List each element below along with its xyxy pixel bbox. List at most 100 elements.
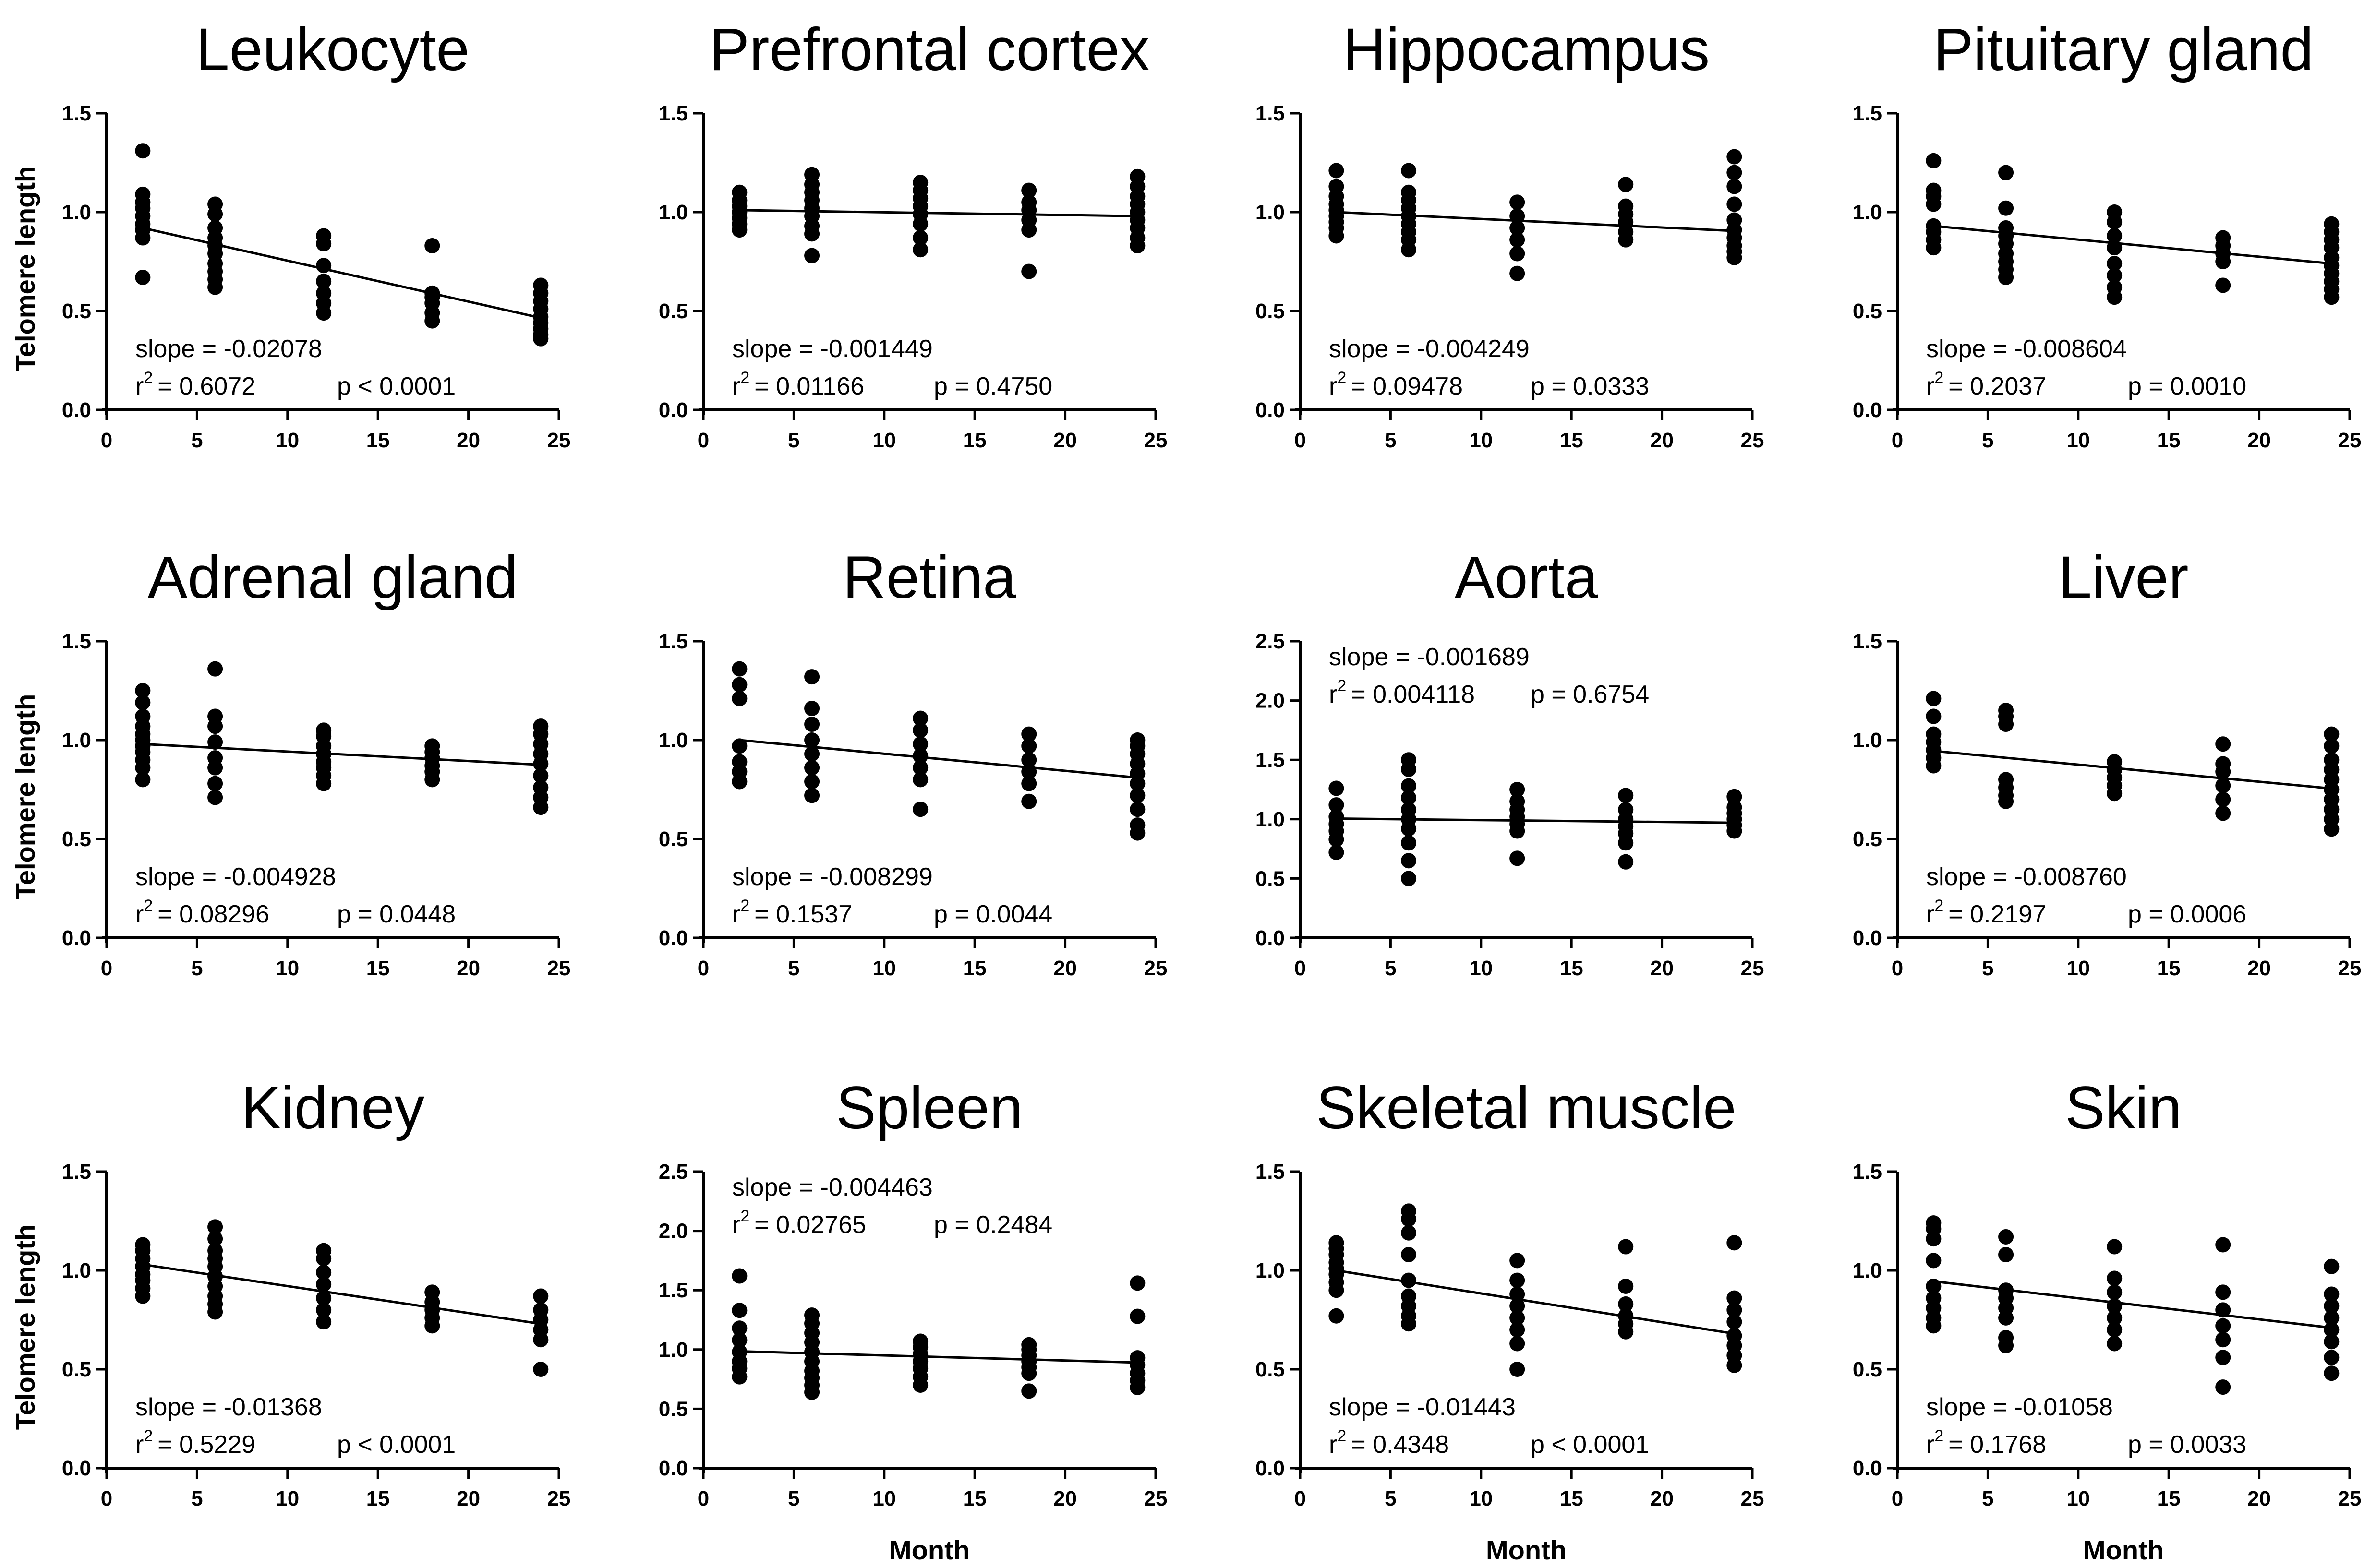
- panel-title: Adrenal gland: [147, 544, 518, 611]
- data-point: [316, 722, 332, 738]
- data-point: [2107, 279, 2123, 295]
- data-point: [2107, 754, 2123, 770]
- data-point: [1021, 1337, 1037, 1353]
- superscript-two: 2: [144, 1427, 153, 1445]
- data-point: [2215, 1318, 2231, 1334]
- x-tick-label: 20: [2247, 429, 2271, 452]
- data-point: [1618, 1296, 1634, 1312]
- x-tick-label: 15: [1560, 429, 1583, 452]
- y-axis-label: Telomere length: [10, 1224, 40, 1430]
- regression-line: [739, 209, 1138, 217]
- data-point: [1401, 1225, 1417, 1241]
- x-tick-label: 10: [276, 957, 299, 980]
- x-tick-label: 15: [366, 957, 390, 980]
- data-point: [1328, 1235, 1344, 1251]
- panel-title: Pituitary gland: [1933, 16, 2314, 83]
- data-point: [913, 722, 929, 738]
- data-point: [207, 1243, 223, 1258]
- r-squared-value: = 0.09478: [1351, 372, 1463, 400]
- data-point: [1021, 263, 1037, 279]
- y-tick-label: 0.5: [659, 299, 688, 323]
- slope-annotation: slope = -0.001449: [732, 335, 933, 363]
- data-point: [1509, 1298, 1525, 1314]
- slope-annotation: slope = -0.008299: [732, 863, 933, 891]
- slope-annotation: slope = -0.01443: [1329, 1393, 1516, 1421]
- y-tick-label: 1.0: [659, 1338, 688, 1362]
- data-point: [732, 691, 748, 706]
- r-squared-annotation: r2 = 0.08296: [135, 897, 269, 928]
- data-point: [1998, 165, 2014, 180]
- data-point: [1926, 691, 1942, 706]
- data-point: [424, 1284, 440, 1300]
- data-point: [1401, 1247, 1417, 1263]
- data-point: [1726, 179, 1742, 194]
- y-tick-label: 0.5: [1853, 1358, 1882, 1381]
- r-squared-value: = 0.5229: [157, 1431, 255, 1459]
- y-tick-label: 0.0: [62, 926, 91, 950]
- panel-kidney: Kidney 0.0 0.5 1.0 1.5 0 5 10 15 20 25 Telomere len…: [10, 1075, 570, 1510]
- y-tick-label: 1.0: [659, 729, 688, 752]
- data-point: [913, 230, 929, 246]
- data-point: [1509, 232, 1525, 248]
- data-point: [1998, 200, 2014, 216]
- x-tick-label: 5: [788, 957, 799, 980]
- r-squared-annotation: r2 = 0.09478: [1329, 369, 1463, 400]
- r-squared-value: = 0.2037: [1948, 372, 2046, 400]
- regression-line: [739, 1350, 1138, 1364]
- data-point: [424, 238, 440, 254]
- data-point: [913, 736, 929, 752]
- x-tick-label: 20: [1650, 429, 1674, 452]
- data-point: [1021, 726, 1037, 742]
- y-tick-label: 0.5: [1255, 1358, 1285, 1381]
- r-symbol: r: [135, 900, 144, 928]
- data-point: [316, 1314, 332, 1330]
- data-point: [316, 285, 332, 301]
- x-tick-label: 20: [2247, 1487, 2271, 1510]
- x-tick-label: 25: [1741, 1487, 1764, 1510]
- data-point: [1401, 163, 1417, 179]
- panel-title: Kidney: [241, 1075, 425, 1141]
- data-point: [2107, 256, 2123, 272]
- slope-annotation: slope = -0.001689: [1329, 643, 1530, 671]
- data-point: [316, 1243, 332, 1258]
- y-tick-label: 1.5: [1853, 1160, 1882, 1184]
- data-point: [1328, 179, 1344, 194]
- x-tick-label: 25: [547, 957, 571, 980]
- x-tick-label: 20: [457, 1487, 480, 1510]
- r-symbol: r: [1926, 900, 1934, 928]
- data-point: [1726, 1235, 1742, 1251]
- x-tick-label: 25: [2338, 429, 2362, 452]
- data-point: [424, 738, 440, 754]
- x-tick-label: 20: [2247, 957, 2271, 980]
- data-point: [804, 717, 820, 732]
- y-tick-label: 1.5: [62, 630, 91, 653]
- x-tick-label: 0: [1892, 429, 1903, 452]
- data-point: [2215, 1284, 2231, 1300]
- data-point: [316, 1302, 332, 1318]
- data-point: [1509, 194, 1525, 210]
- y-tick-label: 2.0: [659, 1220, 688, 1243]
- regression-line: [739, 739, 1138, 779]
- y-tick-label: 0.0: [659, 926, 688, 950]
- x-axis-label: Month: [2083, 1535, 2164, 1565]
- x-tick-label: 20: [1053, 1487, 1077, 1510]
- regression-line: [143, 742, 541, 766]
- r-squared-annotation: r2 = 0.4348: [1329, 1427, 1449, 1459]
- data-point: [135, 1237, 151, 1253]
- r-squared-annotation: r2 = 0.004118: [1329, 677, 1475, 708]
- data-point: [1998, 1247, 2014, 1263]
- x-tick-label: 15: [2157, 1487, 2181, 1510]
- panel-hippocampus: Hippocampus 0.0 0.5 1.0 1.5 0 5 10 15 20 25 slope =…: [1255, 16, 1764, 452]
- data-point: [207, 661, 223, 677]
- data-point: [804, 167, 820, 182]
- data-point: [1130, 732, 1146, 748]
- data-point: [1998, 703, 2014, 718]
- x-tick-label: 25: [1741, 429, 1764, 452]
- data-point: [2215, 791, 2231, 807]
- x-tick-label: 0: [698, 1487, 709, 1510]
- x-tick-label: 5: [1385, 957, 1396, 980]
- x-tick-label: 0: [101, 429, 112, 452]
- data-point: [732, 677, 748, 693]
- p-value-annotation: p = 0.2484: [934, 1211, 1052, 1239]
- data-point: [1618, 198, 1634, 214]
